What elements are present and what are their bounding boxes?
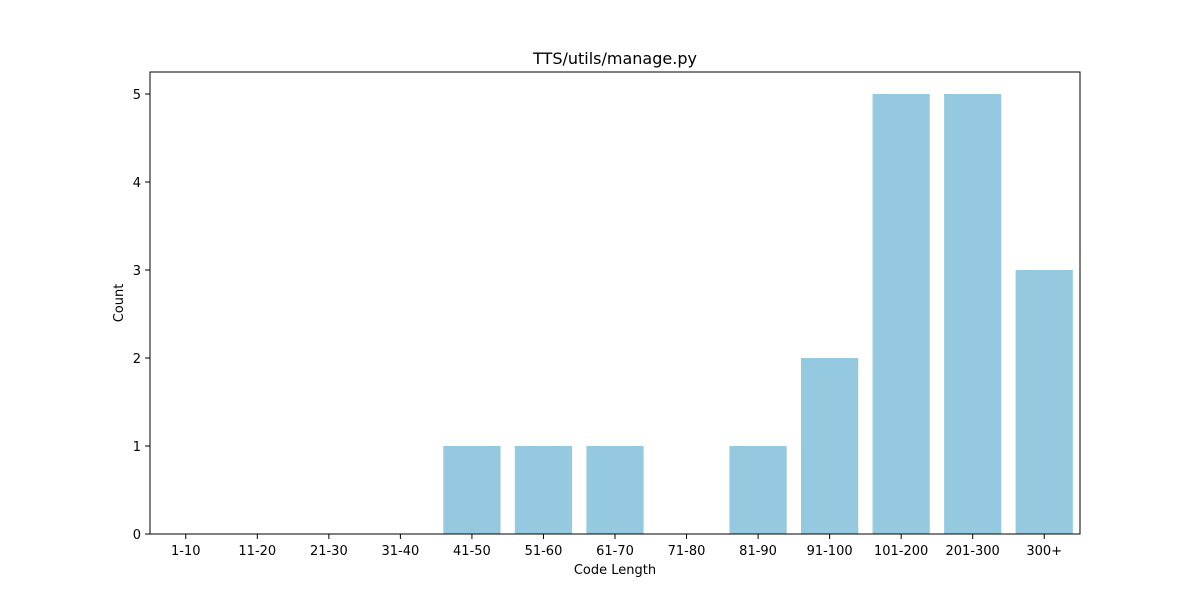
y-ticks-layer: 0 1 2 3 4 5 [133, 88, 150, 543]
x-tick-label: 201-300 [946, 544, 1000, 559]
x-tick-label: 81-90 [739, 544, 777, 559]
y-tick-label: 5 [133, 88, 141, 103]
x-ticks-layer: 1-10 11-20 21-30 31-40 41-50 51-60 61-70 71-80 8… [171, 534, 1062, 559]
bars-layer [443, 94, 1073, 534]
y-tick-label: 2 [133, 352, 141, 367]
y-axis-label: Count [112, 284, 127, 323]
bar-101-200 [872, 94, 930, 534]
bar-61-70 [586, 446, 644, 534]
x-tick-label: 51-60 [525, 544, 563, 559]
x-tick-label: 71-80 [668, 544, 706, 559]
axes-frame [149, 71, 1081, 535]
chart-title: TTS/utils/manage.py [532, 49, 697, 68]
y-tick-label: 3 [133, 264, 141, 279]
x-tick-label: 61-70 [596, 544, 634, 559]
x-tick-label: 31-40 [381, 544, 419, 559]
x-tick-label: 101-200 [874, 544, 928, 559]
x-tick-label: 1-10 [171, 544, 201, 559]
x-axis-label: Code Length [574, 563, 656, 578]
bar-41-50 [443, 446, 501, 534]
bar-201-300 [944, 94, 1002, 534]
x-tick-label: 300+ [1026, 544, 1062, 559]
x-tick-label: 11-20 [238, 544, 276, 559]
bar-91-100 [801, 358, 859, 534]
y-tick-label: 1 [133, 440, 141, 455]
y-tick-label: 4 [133, 176, 141, 191]
bar-300+ [1015, 270, 1073, 534]
x-tick-label: 21-30 [310, 544, 348, 559]
x-tick-label: 91-100 [807, 544, 853, 559]
bar-81-90 [729, 446, 787, 534]
y-tick-label: 0 [133, 528, 141, 543]
x-tick-label: 41-50 [453, 544, 491, 559]
bar-51-60 [514, 446, 573, 534]
